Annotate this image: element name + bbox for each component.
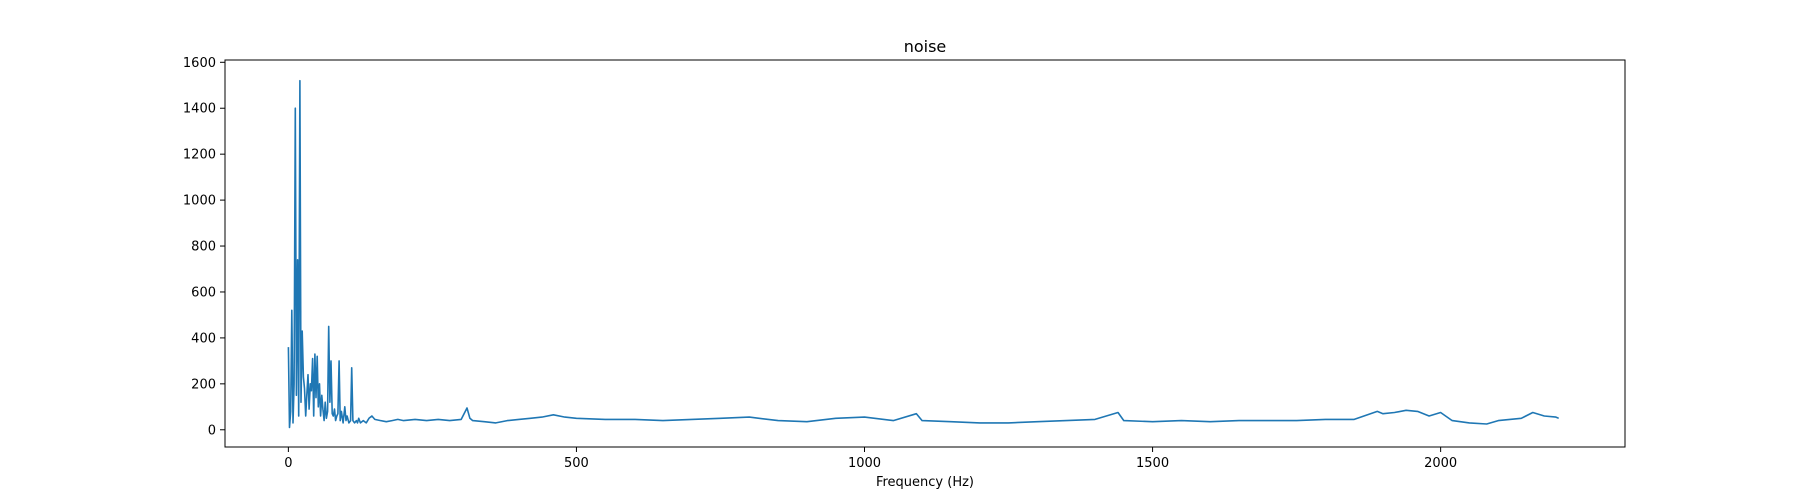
x-tick-label: 2000 (1424, 456, 1457, 471)
x-tick-label: 1500 (1136, 456, 1169, 471)
series-line-0 (287, 79, 1560, 429)
y-tick-label: 800 (191, 240, 216, 255)
y-tick-label: 200 (191, 377, 216, 392)
tick-layer: 0 500 1000 1500 2000 0 200 400 600 800 1000 1200 140… (183, 56, 1457, 471)
x-axis-label: Frequency (Hz) (876, 475, 974, 490)
y-tick-label: 0 (208, 423, 216, 438)
y-tick-label: 400 (191, 331, 216, 346)
plot-area (287, 79, 1560, 429)
chart-title: noise (904, 37, 947, 56)
x-tick-label: 500 (564, 456, 589, 471)
y-tick-label: 1000 (183, 194, 216, 209)
y-tick-label: 600 (191, 285, 216, 300)
y-tick-label: 1200 (183, 148, 216, 163)
y-tick-label: 1600 (183, 56, 216, 71)
axes-frame (224, 59, 1626, 448)
y-tick-label: 1400 (183, 102, 216, 117)
x-tick-label: 0 (284, 456, 292, 471)
x-tick-label: 1000 (848, 456, 881, 471)
